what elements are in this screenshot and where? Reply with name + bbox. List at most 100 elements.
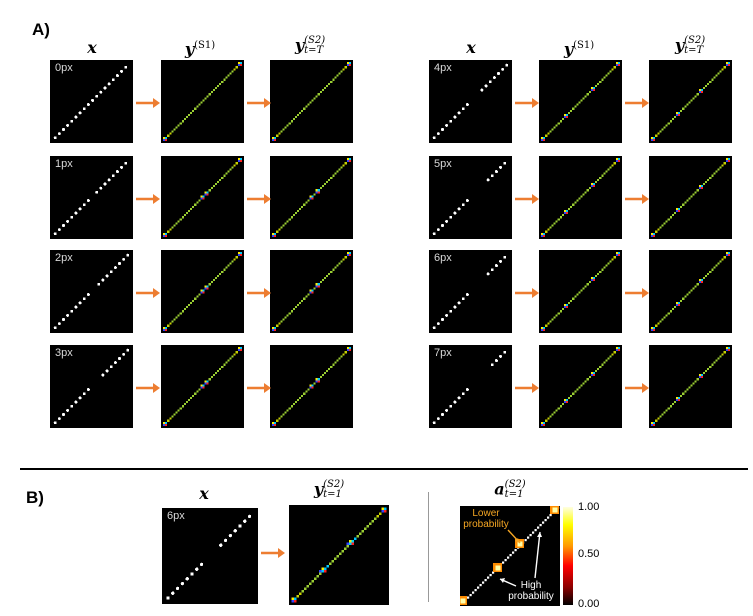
line-pixel — [663, 316, 666, 319]
junction-blob — [615, 62, 620, 67]
line-pixel — [561, 118, 564, 121]
line-pixel — [288, 218, 291, 221]
line-pixel — [167, 134, 170, 137]
line-pixel — [167, 324, 170, 327]
line-pixel — [723, 66, 726, 69]
line-pixel — [278, 228, 281, 231]
line-pixel — [319, 91, 322, 94]
line-pixel — [663, 411, 666, 414]
line-pixel — [334, 557, 337, 560]
line-pixel — [490, 268, 494, 272]
line-pixel — [465, 388, 469, 392]
line-pixel — [173, 224, 176, 227]
line-pixel — [588, 187, 591, 190]
junction-blob — [272, 136, 277, 141]
line-pixel — [684, 201, 687, 204]
junction-blob — [163, 326, 168, 331]
line-pixel — [185, 577, 189, 581]
line-pixel — [457, 207, 461, 211]
line-pixel — [57, 228, 61, 232]
attention-pixel — [534, 529, 537, 532]
junction-blob — [315, 189, 320, 194]
line-pixel — [78, 207, 82, 211]
line-pixel — [212, 374, 215, 377]
line-pixel — [503, 350, 507, 354]
line-pixel — [715, 264, 718, 267]
line-pixel — [305, 201, 308, 204]
junction-blob — [725, 62, 730, 67]
line-pixel — [243, 519, 247, 523]
line-pixel — [229, 72, 232, 75]
line-pixel — [364, 527, 367, 530]
arrow-to-stage1 — [136, 98, 160, 108]
line-pixel — [705, 84, 708, 87]
junction-blob — [204, 380, 209, 385]
line-pixel — [280, 130, 283, 133]
attention-peak-core — [552, 507, 558, 513]
line-pixel — [332, 78, 335, 81]
line-pixel — [303, 297, 306, 300]
line-pixel — [584, 380, 587, 383]
line-pixel — [682, 203, 685, 206]
line-pixel — [82, 107, 86, 111]
line-pixel — [341, 550, 344, 553]
line-pixel — [441, 413, 444, 416]
line-pixel — [336, 170, 339, 173]
line-pixel — [190, 396, 193, 399]
line-pixel — [673, 306, 676, 309]
line-pixel — [611, 258, 614, 261]
line-pixel — [217, 180, 220, 183]
line-pixel — [719, 260, 722, 263]
line-pixel — [194, 107, 197, 110]
line-pixel — [171, 226, 174, 229]
line-pixel — [568, 207, 571, 210]
line-pixel — [578, 386, 581, 389]
line-pixel — [686, 388, 689, 391]
line-pixel — [688, 291, 691, 294]
line-pixel — [307, 103, 310, 106]
line-pixel — [305, 295, 308, 298]
junction-blob — [590, 182, 596, 188]
arrow-to-stage2 — [625, 194, 649, 204]
line-pixel — [238, 524, 242, 528]
line-pixel — [449, 404, 453, 408]
line-pixel — [53, 421, 57, 425]
line-pixel — [432, 136, 436, 140]
line-pixel — [613, 162, 616, 165]
line-pixel — [196, 201, 199, 204]
junction-blob — [272, 326, 277, 331]
line-pixel — [315, 95, 318, 98]
line-pixel — [597, 82, 600, 85]
junction-blob — [651, 232, 656, 237]
offset-label: 0px — [55, 62, 73, 74]
line-pixel — [217, 369, 220, 372]
line-pixel — [597, 272, 600, 275]
line-pixel — [692, 97, 695, 100]
attention-pixel — [479, 584, 482, 587]
line-pixel — [282, 224, 285, 227]
line-pixel — [601, 363, 604, 366]
line-pixel — [684, 390, 687, 393]
line-pixel — [307, 293, 310, 296]
line-pixel — [190, 111, 193, 114]
line-pixel — [545, 324, 548, 327]
line-pixel — [669, 216, 672, 219]
junction-blob — [651, 136, 656, 141]
line-pixel — [187, 209, 191, 213]
line-pixel — [578, 197, 581, 200]
line-pixel — [665, 314, 668, 317]
line-pixel — [190, 572, 194, 576]
line-pixel — [713, 266, 716, 269]
line-pixel — [601, 78, 604, 81]
line-pixel — [198, 199, 201, 202]
line-pixel — [441, 318, 444, 321]
line-pixel — [247, 514, 252, 519]
line-pixel — [286, 220, 289, 223]
line-pixel — [601, 268, 604, 271]
line-pixel — [212, 185, 215, 188]
attention-pixel — [474, 589, 477, 592]
junction-blob — [291, 597, 297, 603]
line-pixel — [74, 400, 78, 404]
junction-blob — [563, 209, 569, 215]
line-pixel — [175, 411, 178, 414]
